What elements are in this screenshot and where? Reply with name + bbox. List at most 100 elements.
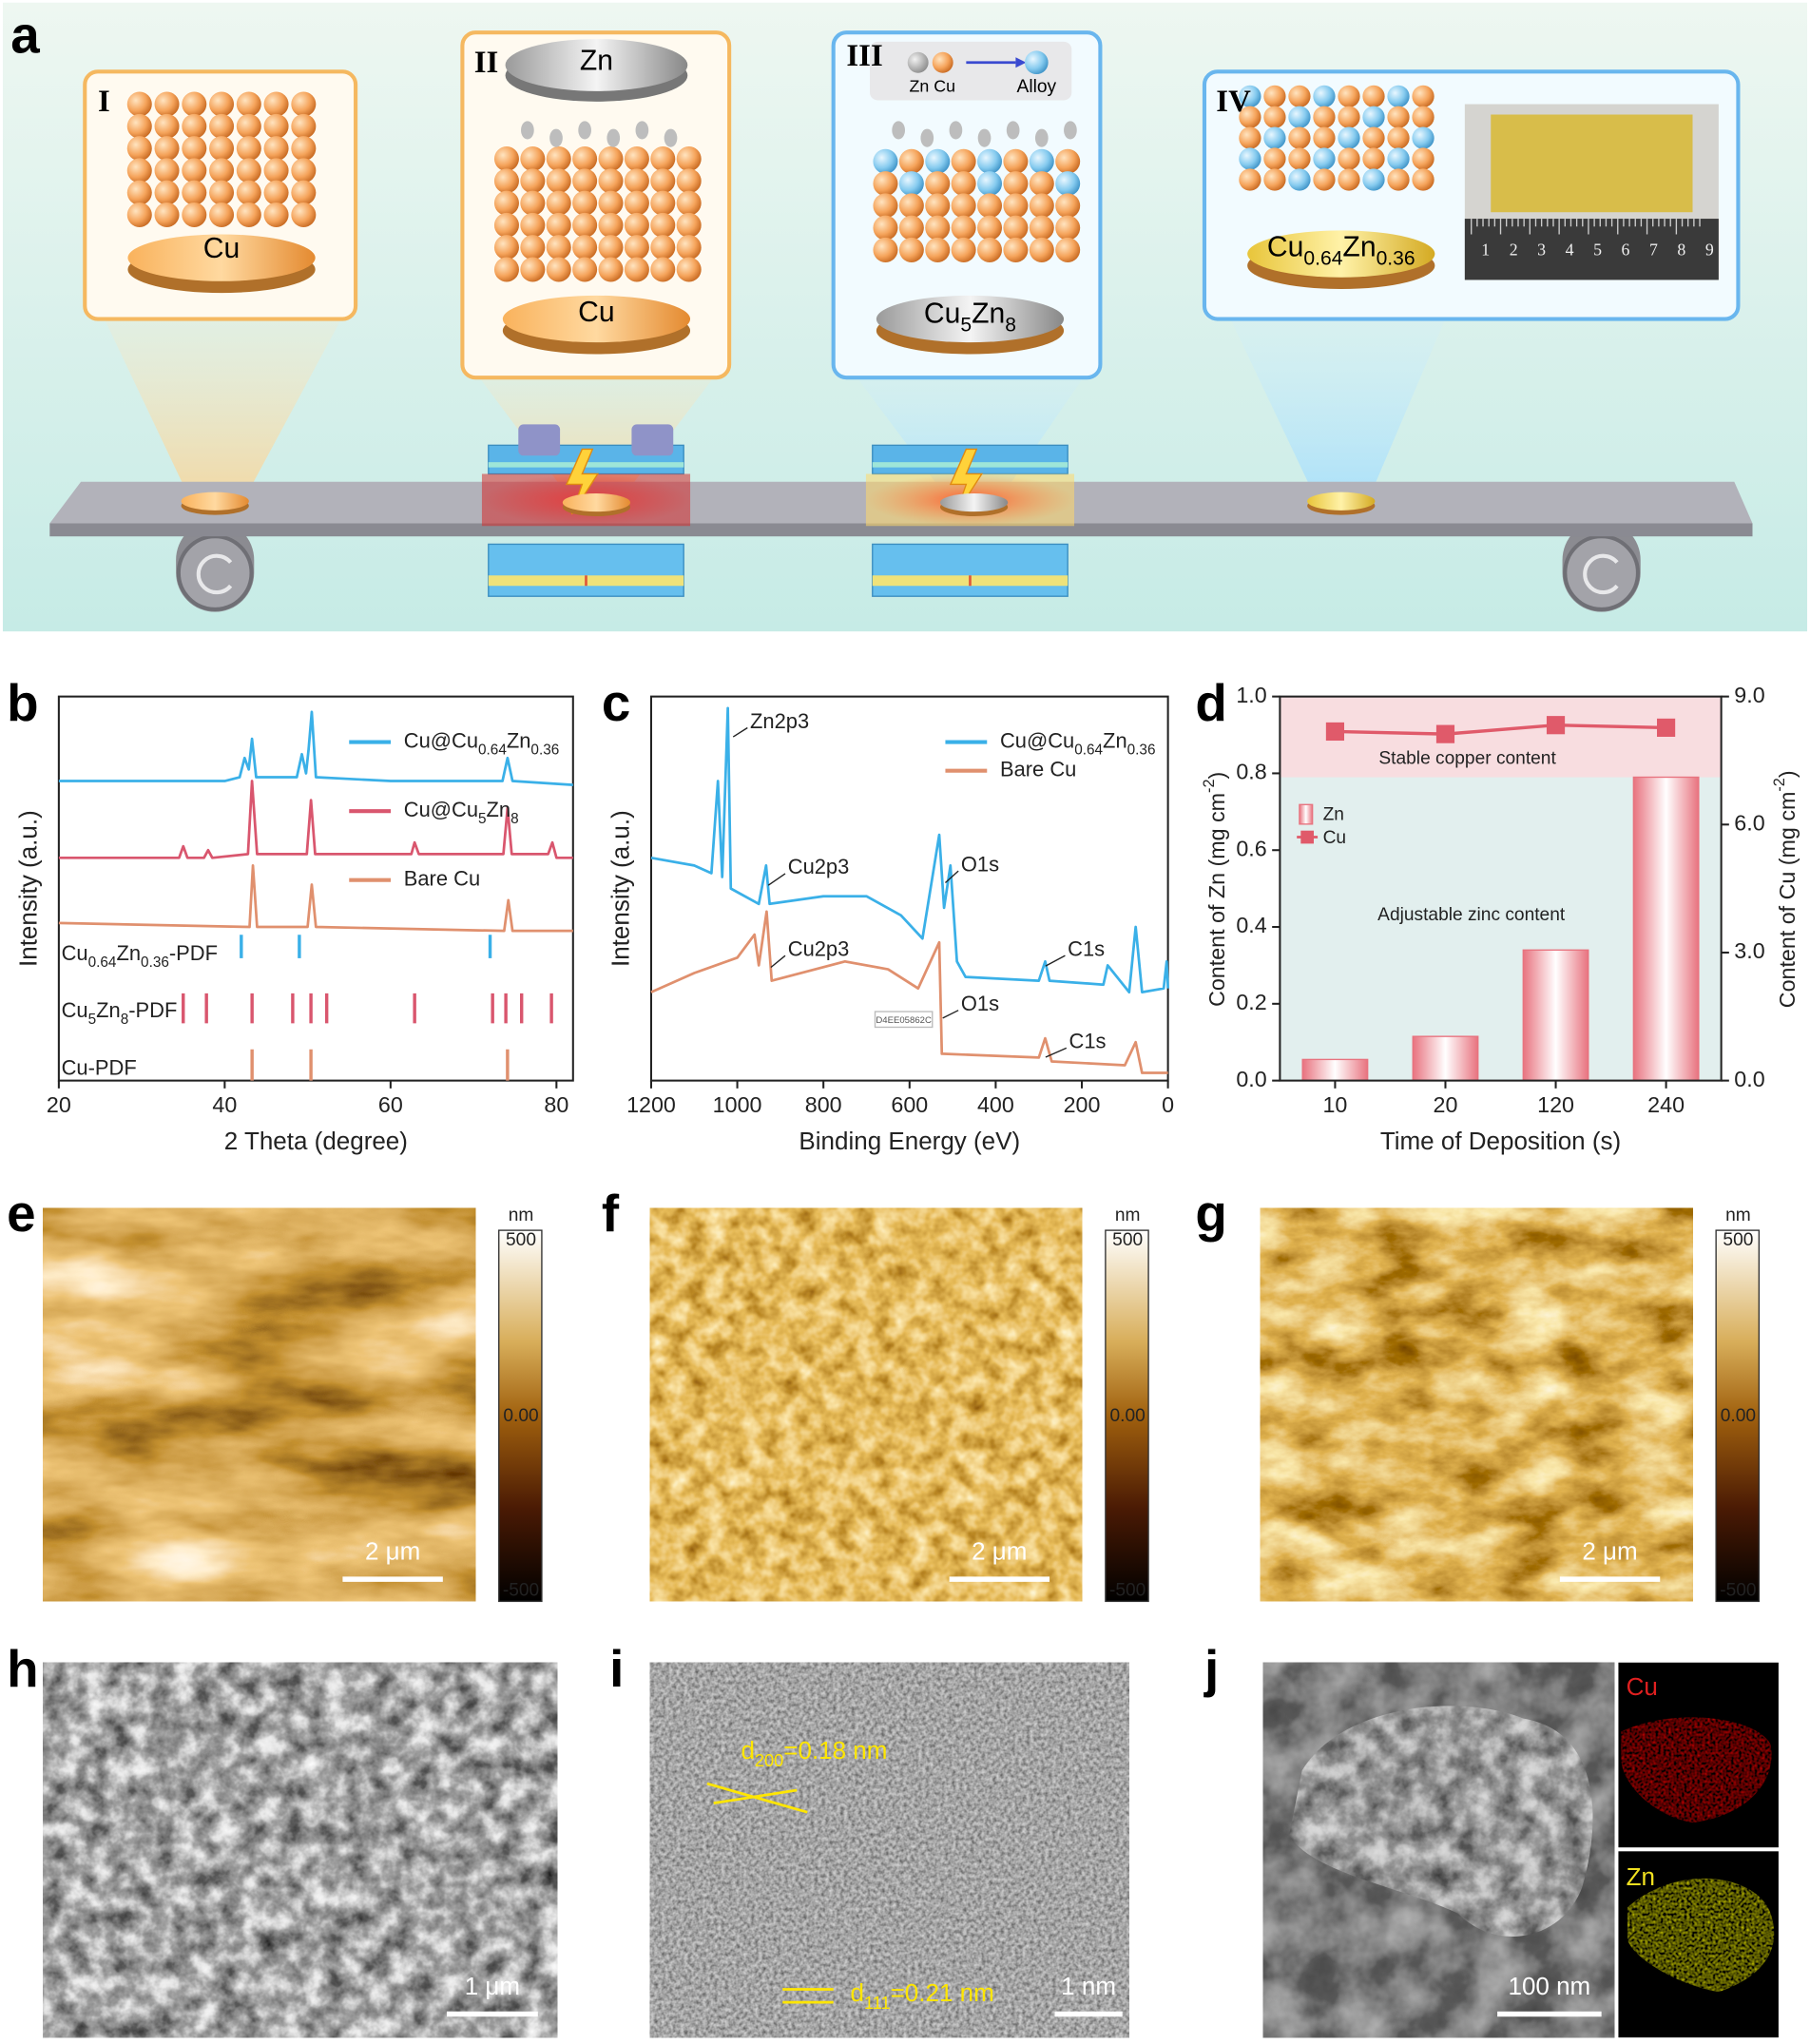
atom (1003, 215, 1029, 241)
legend-swatch (1299, 803, 1314, 825)
colorbar (1105, 1229, 1149, 1603)
scale-bar-label: 2 μm (365, 1537, 420, 1566)
atom (624, 146, 649, 172)
atom (1239, 85, 1261, 107)
y2-tick-label: 0.0 (1734, 1067, 1764, 1091)
atom (1362, 147, 1385, 170)
roller-arrow (1583, 553, 1619, 595)
reference-label-part: -PDF (169, 941, 218, 965)
atom (1239, 168, 1261, 191)
light-cone (1230, 318, 1446, 503)
atom (182, 202, 207, 227)
atom (154, 91, 180, 117)
light-cone (857, 377, 1084, 503)
atom (1263, 168, 1286, 191)
atom (907, 51, 929, 73)
atom (1024, 50, 1049, 75)
atom (546, 235, 571, 260)
series-line (650, 706, 1169, 994)
x-tick-label: 240 (1647, 1092, 1685, 1117)
atom (977, 237, 1003, 262)
atom (126, 158, 152, 183)
marker (1325, 722, 1345, 742)
atom (182, 180, 207, 205)
atom (1288, 85, 1311, 107)
atom (1338, 168, 1360, 191)
atom (951, 237, 976, 262)
y2-tick-label: 6.0 (1734, 810, 1764, 835)
legend-label-part: 0.64 (478, 742, 507, 758)
y2-axis-label-part: -2 (1771, 778, 1788, 791)
atom (154, 158, 180, 183)
atom (291, 136, 317, 162)
atom (925, 148, 951, 174)
atom (546, 190, 571, 216)
legend-label-part: Bare Cu (1000, 757, 1076, 781)
marker (1546, 716, 1566, 735)
reference-label-part: Cu (62, 941, 88, 965)
atom (1362, 126, 1385, 149)
atom (182, 136, 207, 162)
atom (676, 168, 702, 194)
colorbar (1715, 1229, 1761, 1603)
sputter-gun (518, 424, 561, 456)
atom (1412, 126, 1435, 149)
plot-frame (57, 695, 574, 1082)
atom (154, 180, 180, 205)
atom (650, 146, 676, 172)
disc-label-part: 5 (960, 314, 972, 336)
atom (263, 202, 289, 227)
atom (154, 136, 180, 162)
coin (181, 492, 249, 511)
reference-label-part: 0.64 (88, 954, 117, 970)
x-tick-label: 200 (1064, 1092, 1101, 1117)
y-axis-label-part: Content of Zn (mg cm (1204, 793, 1229, 1007)
bar (1632, 776, 1700, 1082)
atom (624, 190, 649, 216)
legend-swatch (1300, 830, 1314, 844)
annotation: Zn2p3 (750, 709, 809, 733)
colorbar-label: -500 (1720, 1581, 1756, 1601)
coin (562, 493, 631, 512)
colorbar-label: 0.00 (1110, 1406, 1146, 1426)
legend-label-part: 0.36 (530, 742, 559, 758)
atom (236, 158, 261, 183)
atom (126, 180, 152, 205)
atom (546, 257, 571, 282)
stage-label: II (474, 46, 499, 80)
ruler-label: 6 (1622, 240, 1630, 259)
legend-label: Cu (1323, 828, 1347, 848)
atom (520, 235, 546, 260)
colorbar-label: 500 (506, 1230, 536, 1250)
atom (925, 193, 951, 219)
atom (598, 235, 624, 260)
atom (291, 180, 317, 205)
atom (263, 136, 289, 162)
atom (520, 168, 546, 194)
atom (1055, 215, 1081, 241)
atom (493, 146, 519, 172)
atom (932, 51, 953, 73)
light-cone (104, 318, 342, 506)
highlight-band (1280, 696, 1722, 778)
ruler-label: 2 (1510, 240, 1518, 259)
annotation-leader (767, 873, 786, 886)
atom (873, 193, 898, 219)
vapor-drop (578, 121, 591, 140)
sputter-gun (631, 424, 674, 456)
legend-label-part: Bare Cu (404, 867, 480, 891)
colorbar-label: -500 (503, 1581, 539, 1601)
atom (598, 146, 624, 172)
y-tick-label: 0.6 (1236, 836, 1266, 860)
atom (1029, 237, 1054, 262)
annotation: Stable copper content (1378, 748, 1556, 768)
atom (650, 235, 676, 260)
legend-label: Bare Cu (404, 867, 480, 891)
legend-text: Alloy (1017, 77, 1057, 97)
atom (520, 190, 546, 216)
atom (1288, 147, 1311, 170)
scale-bar-label: 1 μm (465, 1972, 520, 2000)
atom (1387, 106, 1410, 128)
atom (598, 212, 624, 238)
atom (236, 202, 261, 227)
